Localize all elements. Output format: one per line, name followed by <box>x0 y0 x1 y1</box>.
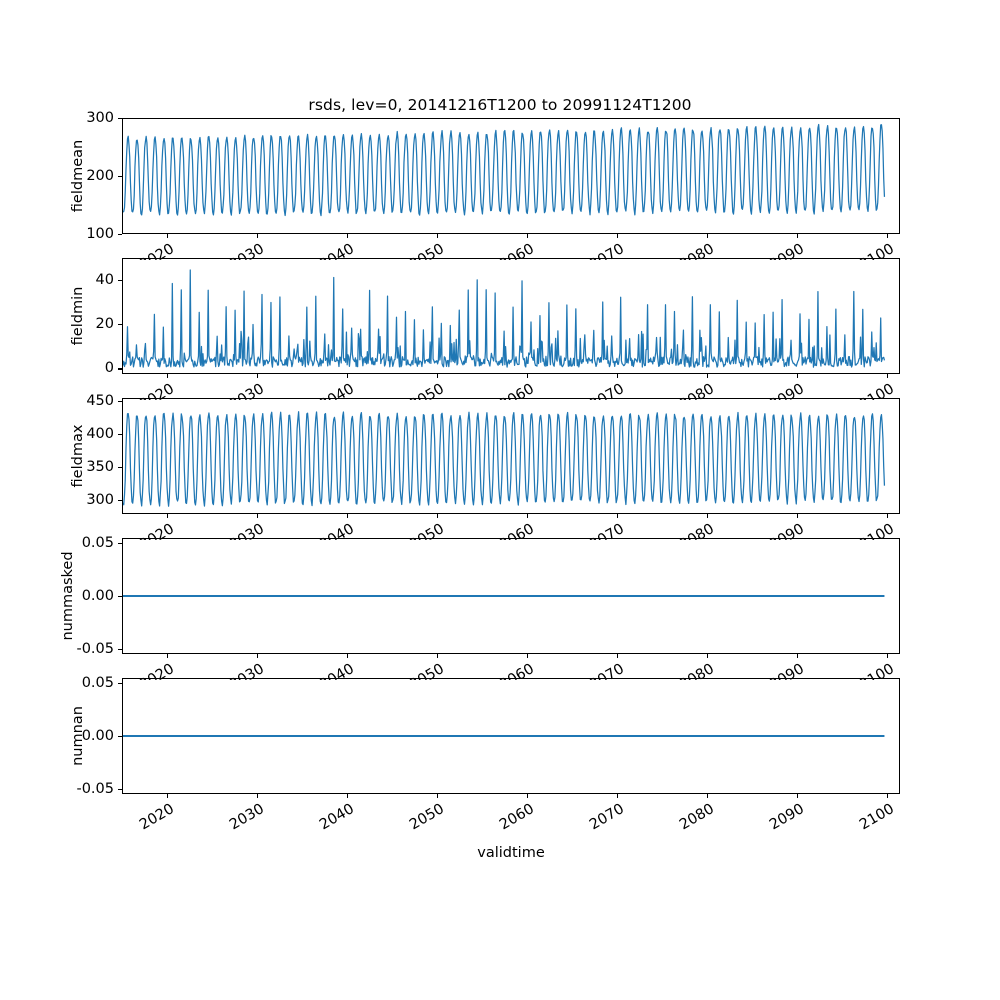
xtick-mark <box>526 794 529 799</box>
xtick-mark <box>706 374 708 379</box>
fieldmax-plot-line <box>123 399 899 513</box>
ytick-mark <box>117 736 122 738</box>
xtick-mark <box>347 374 349 379</box>
ytick-label: -0.05 <box>76 780 114 797</box>
xtick-mark <box>437 654 439 659</box>
ytick-mark <box>117 543 122 545</box>
xtick-mark <box>706 514 708 519</box>
xtick-mark <box>167 374 169 379</box>
xtick-mark <box>886 794 888 799</box>
xtick-mark <box>347 794 349 799</box>
ytick-mark <box>117 466 122 468</box>
ytick-mark <box>117 596 122 598</box>
xtick-mark <box>257 514 259 519</box>
xtick-mark <box>347 514 349 519</box>
ytick-label: -0.05 <box>76 640 114 657</box>
xtick-mark <box>526 514 529 519</box>
xtick-mark <box>616 374 618 379</box>
xtick-mark <box>616 794 618 799</box>
xtick-mark <box>257 654 259 659</box>
xtick-mark <box>167 654 169 659</box>
xtick-mark <box>886 514 888 519</box>
subplot-fieldmean <box>122 118 900 234</box>
xtick-mark <box>796 654 798 659</box>
ytick-mark <box>117 434 122 436</box>
ytick-label: 0.05 <box>81 535 114 552</box>
subplot-nummasked <box>122 538 900 654</box>
ytick-mark <box>117 324 122 326</box>
ytick-mark <box>117 648 122 650</box>
xtick-mark <box>347 234 349 239</box>
xtick-mark <box>796 234 798 239</box>
subplot-fieldmin <box>122 258 900 374</box>
ytick-label: 0.00 <box>81 588 114 604</box>
ytick-mark <box>117 499 122 501</box>
xtick-mark <box>886 374 888 379</box>
ytick-label: 350 <box>86 458 114 475</box>
ytick-label: 100 <box>86 226 114 242</box>
xtick-mark <box>616 234 618 239</box>
chart-title: rsds, lev=0, 20141216T1200 to 20991124T1… <box>308 96 692 114</box>
xtick-mark <box>616 654 618 659</box>
xtick-mark <box>526 374 529 379</box>
ytick-label: 0 <box>104 360 114 377</box>
ytick-mark <box>117 118 122 120</box>
ytick-label: 200 <box>86 168 114 184</box>
xtick-mark <box>886 654 888 659</box>
ytick-label: 40 <box>95 272 114 289</box>
ytick-mark <box>117 401 122 403</box>
ytick-label: 300 <box>86 110 114 126</box>
xtick-mark <box>616 514 618 519</box>
xtick-mark <box>796 374 798 379</box>
fieldmean-plot-line <box>123 119 899 233</box>
ytick-label: 400 <box>86 426 114 443</box>
xtick-mark <box>526 654 529 659</box>
xtick-mark <box>706 234 708 239</box>
ytick-mark <box>117 176 122 178</box>
ytick-mark <box>117 788 122 790</box>
xtick-mark <box>257 234 259 239</box>
ytick-label: 20 <box>95 316 114 333</box>
xtick-group: 2020 2030 2040 2050 2060 2070 2080 2090 2100 <box>0 654 1000 680</box>
xtick-mark <box>886 234 888 239</box>
xtick-mark <box>167 234 169 239</box>
xtick-mark <box>706 794 708 799</box>
xtick-group: 2020 2030 2040 2050 2060 2070 2080 2090 2100 <box>0 234 1000 260</box>
xlabel-validtime: validtime <box>477 845 545 861</box>
ytick-mark <box>117 280 122 282</box>
subplot-fieldmax <box>122 398 900 514</box>
xtick-mark <box>347 654 349 659</box>
ytick-mark <box>117 234 122 236</box>
xtick-mark <box>706 654 708 659</box>
xtick-mark <box>526 234 529 239</box>
xtick-group: 2020 2030 2040 2050 2060 2070 2080 2090 2100 <box>0 514 1000 540</box>
xtick-mark <box>796 514 798 519</box>
xtick-mark <box>437 374 439 379</box>
ytick-mark <box>117 368 122 370</box>
numnan-plot-line <box>123 679 899 793</box>
xtick-mark <box>167 794 169 799</box>
xtick-mark <box>167 514 169 519</box>
nummasked-plot-line <box>123 539 899 653</box>
xtick-mark <box>437 234 439 239</box>
fieldmin-plot-line <box>123 259 899 373</box>
ytick-label: 0.05 <box>81 675 114 692</box>
ytick-label: 450 <box>86 393 114 410</box>
xtick-group: 2020 2030 2040 2050 2060 2070 2080 2090 2100 <box>0 374 1000 400</box>
subplot-numnan <box>122 678 900 794</box>
xtick-mark <box>257 374 259 379</box>
xtick-mark <box>257 794 259 799</box>
ytick-label: 300 <box>86 491 114 508</box>
xtick-mark <box>437 514 439 519</box>
ytick-mark <box>117 683 122 685</box>
ytick-label: 0.00 <box>81 728 114 744</box>
xtick-mark <box>796 794 798 799</box>
xtick-mark <box>437 794 439 799</box>
